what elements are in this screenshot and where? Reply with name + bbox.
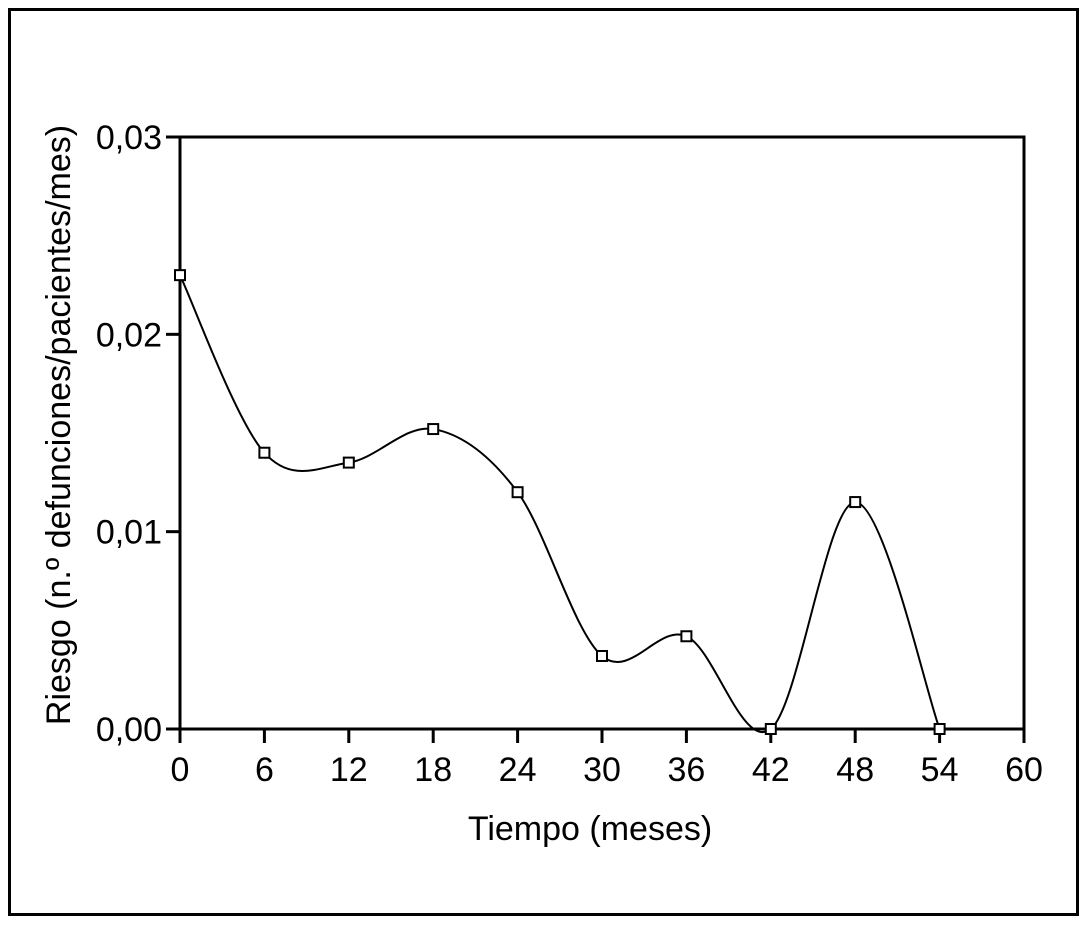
plot-area [178,135,1026,731]
x-tick-label: 54 [921,751,959,789]
x-axis-label: Tiempo (meses) [468,810,712,848]
data-point [596,649,608,662]
x-tick-label: 60 [1005,751,1043,789]
x-tick-label: 24 [499,751,537,789]
x-tick-label: 12 [330,751,368,789]
data-point [258,446,271,459]
data-point [680,630,693,643]
figure-frame [8,8,1079,916]
data-point [933,723,946,735]
data-point [427,423,440,436]
data-point [342,456,355,469]
y-tick-label: 0,02 [96,316,162,354]
x-tick-label: 0 [171,751,190,789]
x-axis: 0 6 12 18 24 30 36 42 48 54 60 [171,729,1043,789]
x-tick-label: 30 [583,751,621,789]
data-point [849,496,862,509]
data-point [764,723,777,735]
risk-curve [179,274,941,733]
data-point [174,269,186,282]
y-tick-label: 0,00 [96,711,162,749]
x-tick-label: 42 [752,751,790,789]
x-tick-label: 6 [255,751,274,789]
x-tick-label: 36 [667,751,705,789]
data-point [511,486,524,499]
y-axis: 0,00 0,01 0,02 0,03 [96,119,180,749]
y-tick-label: 0,01 [96,514,162,552]
x-tick-label: 18 [414,751,452,789]
x-tick-label: 48 [836,751,874,789]
y-tick-label: 0,03 [96,119,162,157]
data-markers [174,269,946,735]
y-axis-label: Riesgo (n.º defunciones/pacientes/mes) [40,125,78,725]
